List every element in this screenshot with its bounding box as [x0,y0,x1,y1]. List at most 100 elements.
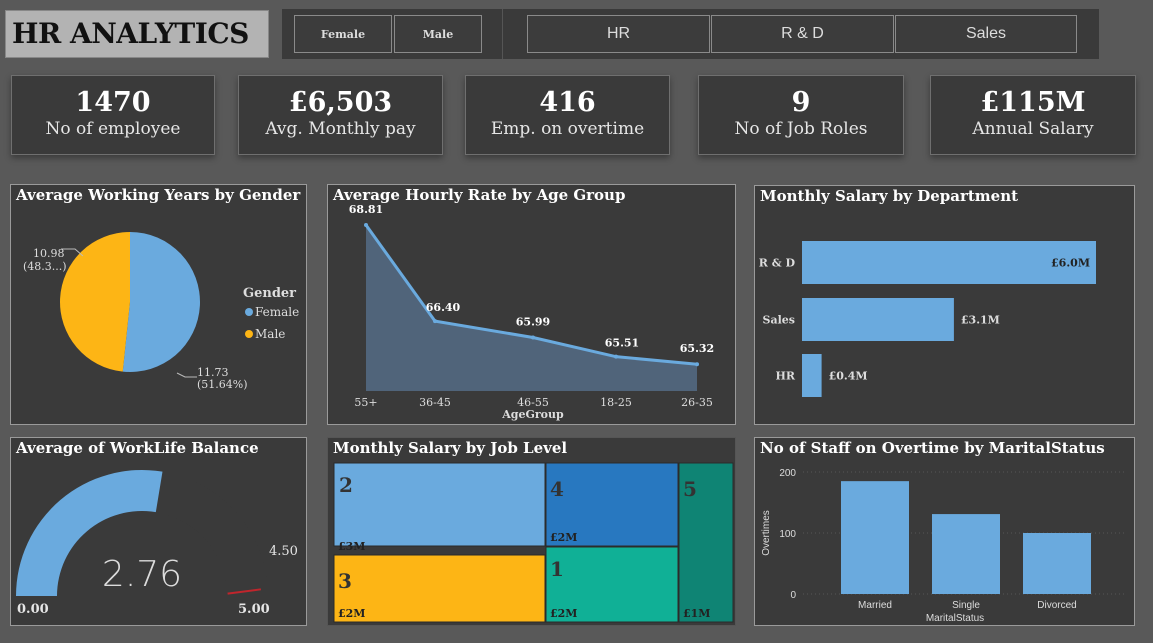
area-chart: AgeGroup 68.81 55+ 66.40 36-45 65.99 46-55 65.… [349,203,714,421]
y-tick-label: 0 [790,590,796,601]
area-point[interactable] [364,223,368,227]
treemap-tile-label: 5 [683,477,697,501]
treemap-tile-value: £2M [550,607,577,620]
treemap-tile-label: 2 [339,473,353,497]
y-tick-label: 200 [779,468,796,479]
kpi-card-job-roles: 9 No of Job Roles [698,75,904,155]
chart-title: Average Hourly Rate by Age Group [333,186,626,204]
chart-title: No of Staff on Overtime by MaritalStatus [760,439,1105,457]
treemap-tile-label: 1 [550,557,564,581]
kpi-value: 9 [791,87,811,118]
pie-chart: 10.98 (48.3...) 11.73 (51.64%) Gender Fe… [23,232,299,391]
x-tick-label: Single [952,600,980,611]
data-label: 68.81 [349,203,383,216]
kpi-card-annual-salary: £115M Annual Salary [930,75,1136,155]
page-title: HR ANALYTICS [12,17,249,50]
slicer-sales-button[interactable]: Sales [895,15,1077,53]
data-label: (48.3...) [23,260,67,273]
overtime-bar-panel[interactable]: No of Staff on Overtime by MaritalStatus… [754,437,1135,626]
data-label: £6.0M [1051,257,1090,270]
y-tick-label: R & D [759,257,796,270]
treemap-tile-4[interactable] [545,462,679,547]
legend-marker-female [245,308,253,316]
data-label: 65.51 [605,337,639,350]
overtime-bar[interactable] [1023,533,1091,594]
overtime-bar[interactable] [841,481,909,594]
kpi-label: No of Job Roles [734,119,868,139]
x-tick-label: 36-45 [419,396,451,409]
chart-title: Monthly Salary by Department [760,187,1019,205]
data-label: 65.32 [680,342,714,355]
legend-item-male[interactable]: Male [255,327,285,341]
treemap-tile-label: 4 [550,477,564,501]
y-axis-label: Overtimes [761,510,772,556]
legend-marker-male [245,330,253,338]
y-tick-label: HR [775,370,795,383]
slicer-female-button[interactable]: Female [294,15,392,53]
x-tick-label: 55+ [354,396,377,409]
kpi-value: £6,503 [288,87,393,118]
pie-slice-female[interactable] [122,232,201,372]
x-tick-label: 26-35 [681,396,713,409]
leader-line [61,248,84,257]
y-tick-label: 100 [779,529,796,540]
kpi-card-employees: 1470 No of employee [11,75,215,155]
department-bar-chart: R & D £6.0M Sales £3.1M HR £0.4M [759,241,1096,397]
x-tick-label: Married [858,600,892,611]
pie-slice-male[interactable] [60,232,131,372]
x-axis-label: AgeGroup [501,408,564,421]
gauge-min-label: 0.00 [17,602,49,617]
gauge-target-label: 4.50 [269,544,298,559]
leader-line [176,372,197,378]
department-bar[interactable] [802,298,954,341]
kpi-label: Annual Salary [972,119,1094,139]
treemap-tile-3[interactable] [333,554,546,623]
kpi-value: £115M [980,87,1086,118]
area-point[interactable] [531,335,535,340]
gauge-panel[interactable]: Average of WorkLife Balance 2.76 0.00 5.… [10,437,307,626]
treemap-tile-value: £2M [550,531,577,544]
treemap-panel[interactable]: Monthly Salary by Job Level 2 £3M 4 £2M … [327,437,736,626]
slicer-divider [502,9,503,59]
x-axis-label: MaritalStatus [926,613,984,624]
gauge-max-label: 5.00 [238,602,270,617]
x-tick-label: 46-55 [517,396,549,409]
treemap-tile-label: 3 [338,569,352,593]
area-point[interactable] [614,354,618,359]
gauge-value: 2.76 [102,554,182,595]
slicer-male-button[interactable]: Male [394,15,482,53]
department-bar-panel[interactable]: Monthly Salary by Department R & D £6.0M S… [754,185,1135,425]
kpi-label: Avg. Monthly pay [265,119,416,139]
slicer-hr-button[interactable]: HR [527,15,710,53]
legend-item-female[interactable]: Female [255,305,299,319]
x-tick-label: Divorced [1037,600,1076,611]
treemap-tile-1[interactable] [545,546,679,623]
pie-chart-panel[interactable]: Average Working Years by Gender 10.98 (4… [10,184,307,425]
data-label: 65.99 [516,316,550,329]
slicer-rd-button[interactable]: R & D [711,15,894,53]
y-tick-label: Sales [763,314,795,327]
overtime-bar-chart: Overtimes MaritalStatus 0 100 200 Married Si… [761,468,1127,624]
overtime-bar[interactable] [932,514,1000,594]
chart-title: Average of WorkLife Balance [16,439,259,457]
treemap-tile-value: £1M [683,607,710,620]
department-bar[interactable] [802,241,1096,284]
gauge-chart: 2.76 0.00 5.00 4.50 [16,470,298,617]
gauge-fill [16,470,163,596]
treemap-tile-2[interactable] [333,462,546,547]
chart-title: Average Working Years by Gender [16,186,301,204]
area-chart-panel[interactable]: Average Hourly Rate by Age Group AgeGrou… [327,184,736,425]
data-label: (51.64%) [197,378,248,391]
treemap-tile-value: £2M [338,607,365,620]
area-point[interactable] [433,319,437,324]
chart-title: Monthly Salary by Job Level [333,439,568,457]
kpi-value: 1470 [75,87,151,118]
department-bar[interactable] [802,354,822,397]
kpi-card-monthly-pay: £6,503 Avg. Monthly pay [238,75,443,155]
area-point[interactable] [695,362,699,367]
data-label: 66.40 [426,301,461,314]
dashboard-title-box: HR ANALYTICS [5,10,269,58]
data-label: 10.98 [33,247,65,260]
x-tick-label: 18-25 [600,396,632,409]
treemap-tile-5[interactable] [678,462,734,623]
